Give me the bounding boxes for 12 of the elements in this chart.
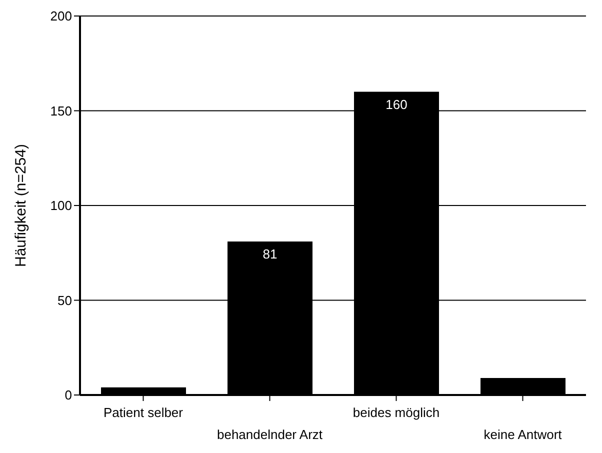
y-tick-label: 0: [64, 388, 72, 403]
y-tick-label: 200: [50, 8, 72, 24]
x-tick-label: behandelnder Arzt: [216, 427, 323, 442]
x-tick-label: keine Antwort: [484, 427, 562, 442]
y-tick-label: 50: [58, 292, 72, 308]
y-tick-label: 150: [50, 103, 72, 118]
data-label: 160: [386, 97, 408, 112]
y-tick-label: 100: [50, 198, 72, 214]
y-axis-title: Häufigkeit (n=254): [12, 144, 30, 267]
x-tick-label: beides möglich: [352, 405, 440, 420]
x-tick-label: Patient selber: [104, 405, 184, 420]
data-label: 81: [262, 246, 278, 262]
